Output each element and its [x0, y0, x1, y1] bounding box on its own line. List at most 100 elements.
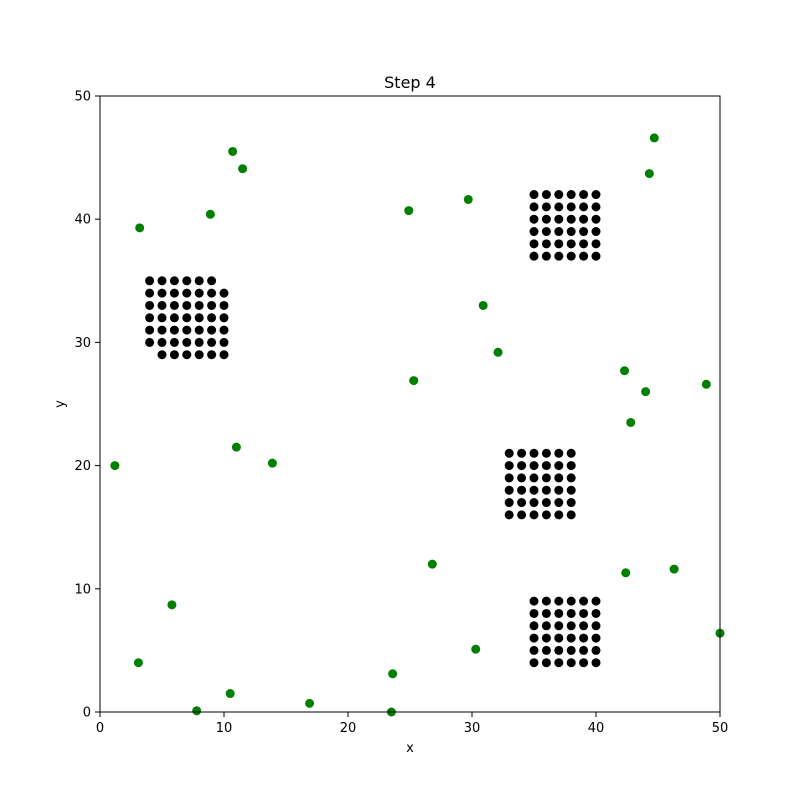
x-axis-ticks: 0 10 20 30 40 50 — [96, 712, 728, 736]
grid-point — [182, 350, 192, 360]
grid-point — [579, 251, 589, 261]
grid-point — [219, 300, 229, 310]
random-point — [192, 706, 202, 716]
plot-frame — [99, 95, 721, 713]
grid-point — [541, 658, 551, 668]
grid-point — [219, 337, 229, 347]
grid-point — [541, 510, 551, 520]
grid-point — [517, 485, 527, 495]
grid-point — [207, 325, 217, 335]
grid-point — [169, 325, 179, 335]
y-tick-label: 0 — [83, 706, 91, 721]
grid-point — [566, 251, 576, 261]
grid-point — [529, 608, 539, 618]
grid-point — [566, 608, 576, 618]
grid-point — [529, 658, 539, 668]
grid-point — [554, 214, 564, 224]
grid-point — [566, 239, 576, 249]
grid-point — [517, 510, 527, 520]
grid-point — [517, 461, 527, 471]
grid-point — [579, 608, 589, 618]
grid-point — [169, 313, 179, 323]
grid-point — [207, 350, 217, 360]
grid-point — [541, 448, 551, 458]
grid-point — [566, 633, 576, 643]
y-tick-label: 40 — [74, 213, 91, 228]
grid-point — [194, 288, 204, 298]
grid-point — [541, 190, 551, 200]
grid-point — [554, 448, 564, 458]
grid-point — [566, 190, 576, 200]
grid-point — [529, 251, 539, 261]
grid-point — [566, 658, 576, 668]
random-point — [388, 669, 398, 679]
y-tick-label: 50 — [74, 90, 91, 105]
random-point — [427, 559, 437, 569]
grid-point — [169, 288, 179, 298]
grid-point — [579, 645, 589, 655]
grid-point — [591, 608, 601, 618]
grid-point — [517, 448, 527, 458]
random-point — [228, 146, 238, 156]
grid-point — [579, 214, 589, 224]
grid-point — [529, 448, 539, 458]
random-point — [493, 347, 503, 357]
grid-point — [529, 498, 539, 508]
grid-point — [194, 276, 204, 286]
grid-point — [579, 596, 589, 606]
grid-point — [554, 608, 564, 618]
random-point — [133, 658, 143, 668]
grid-point — [529, 202, 539, 212]
x-tick-label: 0 — [96, 721, 104, 736]
grid-point — [529, 473, 539, 483]
grid-point — [182, 313, 192, 323]
grid-point — [157, 337, 167, 347]
grid-point — [517, 473, 527, 483]
grid-point — [579, 633, 589, 643]
grid-point — [529, 485, 539, 495]
random-point — [626, 417, 636, 427]
x-tick-label: 10 — [216, 721, 233, 736]
grid-point — [591, 190, 601, 200]
grid-point — [207, 313, 217, 323]
grid-point — [554, 239, 564, 249]
grid-point — [219, 350, 229, 360]
grid-point — [504, 461, 514, 471]
grid-point — [145, 325, 155, 335]
grid-point — [529, 227, 539, 237]
grid-point — [579, 202, 589, 212]
y-tick-label: 20 — [74, 459, 91, 474]
grid-point — [554, 645, 564, 655]
grid-point — [579, 621, 589, 631]
y-tick-label: 30 — [74, 336, 91, 351]
grid-point — [541, 214, 551, 224]
grid-point — [207, 337, 217, 347]
random-point — [231, 442, 241, 452]
random-point — [225, 689, 235, 699]
grid-point — [504, 473, 514, 483]
grid-point — [541, 227, 551, 237]
grid-point — [157, 350, 167, 360]
grid-point — [591, 227, 601, 237]
grid-point — [554, 510, 564, 520]
grid-point — [554, 461, 564, 471]
grid-point — [219, 325, 229, 335]
grid-point — [541, 461, 551, 471]
grid-point — [541, 608, 551, 618]
grid-point — [579, 239, 589, 249]
grid-point — [554, 227, 564, 237]
grid-point — [566, 498, 576, 508]
random-point — [471, 644, 481, 654]
grid-point — [554, 498, 564, 508]
grid-point — [566, 461, 576, 471]
grid-point — [554, 190, 564, 200]
grid-point — [566, 448, 576, 458]
grid-point — [554, 251, 564, 261]
random-point — [463, 194, 473, 204]
grid-point — [529, 214, 539, 224]
grid-point — [157, 325, 167, 335]
grid-point — [591, 645, 601, 655]
grid-point — [554, 596, 564, 606]
grid-point — [194, 350, 204, 360]
